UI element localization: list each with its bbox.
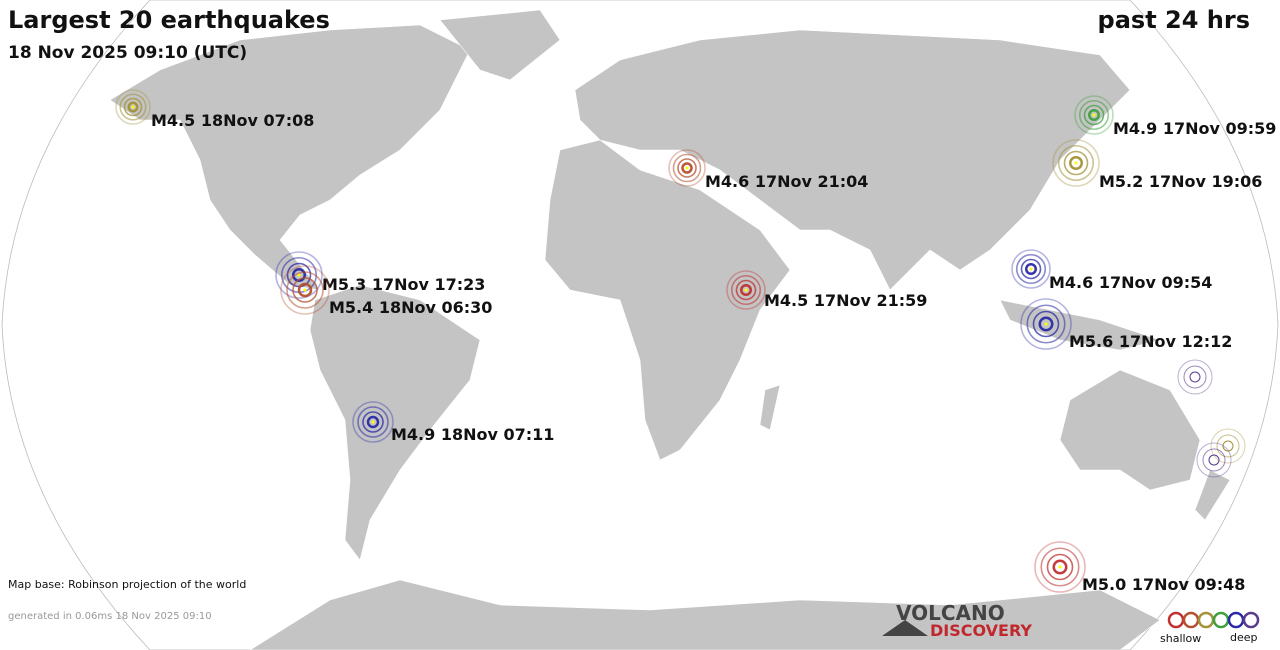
quake-label: M4.9 18Nov 07:11: [391, 425, 554, 444]
quake-marker: [352, 401, 394, 443]
quake-ring: [362, 411, 384, 433]
quake-marker: [1074, 95, 1114, 135]
unlabeled-quakes: [1177, 359, 1246, 478]
quake-ring: [292, 277, 318, 303]
quake-ring: [1038, 316, 1054, 332]
quake-ring: [1025, 263, 1037, 275]
quake-center: [685, 166, 689, 170]
quake-ring: [280, 265, 330, 315]
quake-ring: [297, 282, 313, 298]
quake-marker: [1034, 541, 1086, 593]
quake-center: [131, 105, 135, 109]
quake-ring: [275, 251, 323, 299]
quake-label: M4.5 17Nov 21:59: [764, 291, 927, 310]
title: Largest 20 earthquakes: [8, 6, 330, 34]
legend-deep: deep: [1230, 631, 1258, 644]
quake-label: M5.4 18Nov 06:30: [329, 298, 492, 317]
quake-ring: [1034, 541, 1086, 593]
quake-ring: [366, 415, 380, 429]
quake-center: [1058, 565, 1062, 569]
logo-icon: [882, 620, 928, 636]
quake-marker: [280, 265, 330, 315]
quake-center: [1092, 113, 1096, 117]
quake-ring: [677, 158, 697, 178]
quake-center: [1044, 322, 1048, 326]
quake-ring: [740, 284, 752, 296]
quake-label: M4.6 17Nov 21:04: [705, 172, 868, 191]
quake-ring: [1040, 547, 1080, 587]
quake-ring: [1011, 249, 1051, 289]
quake-marker: [668, 149, 706, 187]
quake-label: M5.2 17Nov 19:06: [1099, 172, 1262, 191]
quake-marker: [1052, 139, 1100, 187]
subtitle: 18 Nov 2025 09:10 (UTC): [8, 43, 247, 63]
quake-center: [297, 273, 301, 277]
legend: shallow deep: [1160, 611, 1260, 645]
quake-ring: [1063, 150, 1089, 176]
quake-ring: [119, 93, 147, 121]
quake-ring: [357, 406, 389, 438]
quake-marker: [1011, 249, 1051, 289]
quake-ring: [123, 97, 143, 117]
quake-ring: [1026, 304, 1066, 344]
quake-ring: [1052, 139, 1100, 187]
quake-center: [1074, 161, 1078, 165]
quake-center: [1029, 267, 1033, 271]
quake-ring: [668, 149, 706, 187]
quake-ring: [681, 162, 693, 174]
period: past 24 hrs: [1098, 6, 1250, 34]
quake-ring: [1083, 104, 1105, 126]
quake-ring: [1052, 559, 1068, 575]
quake-ring: [292, 268, 306, 282]
quake-label: M4.9 17Nov 09:59: [1113, 119, 1276, 138]
quake-ring: [286, 271, 324, 309]
quake-label: M5.3 17Nov 17:23: [322, 275, 485, 294]
quake-label: M5.6 17Nov 12:12: [1069, 332, 1232, 351]
logo-top: VOLCANO: [896, 601, 1005, 625]
quake-ring: [735, 279, 757, 301]
quake-ring: [672, 153, 702, 183]
land: [109, 9, 1231, 650]
quake-marker: [1020, 298, 1072, 350]
quake-ring: [1015, 253, 1047, 285]
quake-ring: [127, 101, 139, 113]
quake-ring: [352, 401, 394, 443]
quake-ring: [115, 89, 151, 125]
quake-ring: [730, 274, 762, 306]
quake-marker: [115, 89, 151, 125]
quake-marker: [726, 270, 766, 310]
quake-label: M4.5 18Nov 07:08: [151, 111, 314, 130]
generated-note: generated in 0.06ms 18 Nov 2025 09:10: [8, 611, 212, 622]
quake-ring: [1069, 156, 1083, 170]
quake-center: [303, 288, 307, 292]
quake-ring: [1046, 553, 1074, 581]
quake-center: [371, 420, 375, 424]
legend-shallow: shallow: [1160, 632, 1201, 645]
quake-label: M5.0 17Nov 09:48: [1082, 575, 1245, 594]
quake-ring: [1057, 144, 1095, 182]
quake-label: M4.6 17Nov 09:54: [1049, 273, 1212, 292]
quake-ring: [1020, 258, 1042, 280]
quake-ring: [1074, 95, 1114, 135]
quake-center: [744, 288, 748, 292]
quake-ring: [1020, 298, 1072, 350]
quake-ring: [1078, 99, 1110, 131]
logo-bottom: DISCOVERY: [930, 621, 1032, 640]
quake-ring: [726, 270, 766, 310]
map-base-note: Map base: Robinson projection of the wor…: [8, 578, 246, 591]
quake-ring: [1088, 109, 1100, 121]
quake-ring: [1032, 310, 1060, 338]
